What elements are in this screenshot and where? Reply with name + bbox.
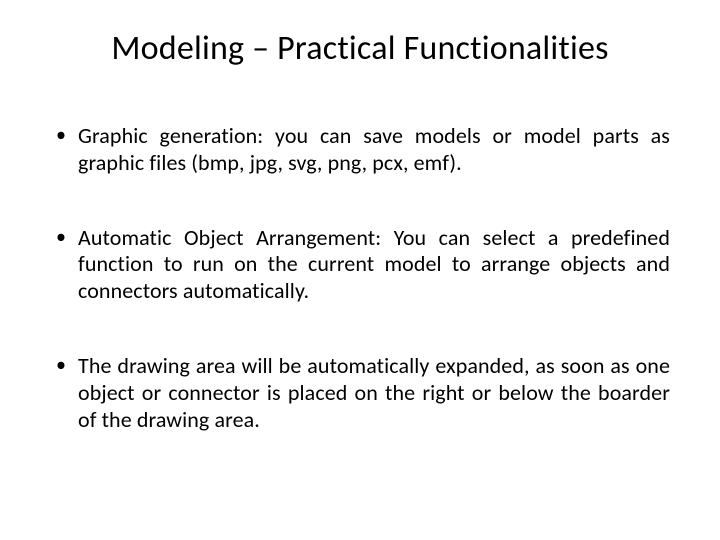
bullet-item: The drawing area will be automatically e… [50, 353, 670, 433]
bullet-list: Graphic generation: you can save models … [50, 123, 670, 434]
bullet-item: Graphic generation: you can save models … [50, 123, 670, 177]
bullet-item: Automatic Object Arrangement: You can se… [50, 225, 670, 305]
slide-title: Modeling – Practical Functionalities [50, 28, 670, 69]
